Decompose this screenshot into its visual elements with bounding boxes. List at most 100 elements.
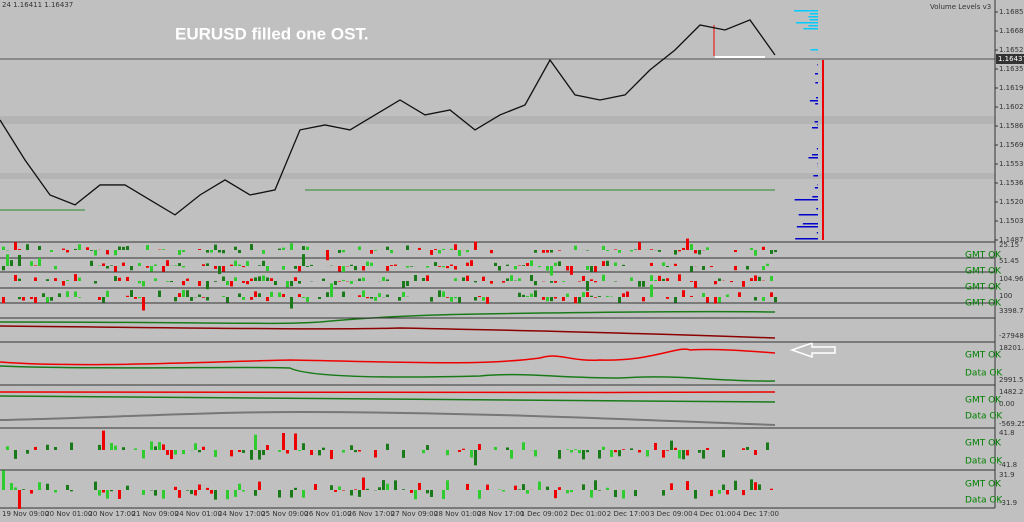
histogram-bar [650, 262, 653, 266]
histogram-bar [618, 250, 621, 253]
histogram-bar [386, 483, 389, 490]
histogram-bar [14, 450, 17, 459]
histogram-bar [506, 447, 509, 450]
histogram-bar [422, 450, 425, 454]
histogram-bar [614, 490, 617, 498]
histogram-bar [218, 266, 221, 275]
histogram-bar [750, 248, 753, 250]
histogram-bar [102, 490, 105, 493]
volume-level [798, 214, 818, 216]
histogram-bar [238, 450, 241, 452]
histogram-bar [586, 292, 589, 297]
histogram-bar [450, 264, 453, 266]
histogram-bar [622, 490, 625, 499]
indicator-line [0, 391, 776, 394]
histogram-bar [638, 281, 641, 287]
price-tick-label: 1.15035 [999, 217, 1024, 225]
histogram-bar [674, 447, 677, 450]
histogram-bar [354, 489, 357, 490]
histogram-bar [502, 281, 505, 283]
histogram-bar [114, 266, 117, 272]
histogram-bar [642, 281, 645, 287]
histogram-bar [222, 266, 225, 272]
time-label: 19 Nov 09:00 [2, 510, 49, 518]
histogram-bar [358, 246, 361, 250]
histogram-bar [194, 443, 197, 450]
histogram-bar [606, 295, 609, 297]
histogram-bar [106, 250, 109, 255]
histogram-bar [406, 245, 409, 250]
histogram-bar [442, 490, 445, 500]
histogram-bar [166, 260, 169, 266]
histogram-bar [622, 293, 625, 297]
histogram-bar [330, 485, 333, 490]
histogram-bar [522, 294, 525, 297]
annotation: EURUSD filled one OST. [175, 24, 369, 43]
indicator-line [0, 348, 776, 366]
histogram-bar [550, 281, 553, 283]
price-tick-label: 1.16190 [999, 84, 1024, 92]
histogram-bar [630, 448, 633, 450]
histogram-bar [754, 275, 757, 281]
time-label: 20 Nov 17:00 [88, 510, 135, 518]
histogram-bar [42, 293, 45, 297]
histogram-bar [354, 450, 357, 453]
histogram-bar [294, 433, 297, 450]
histogram-bar [310, 450, 313, 456]
histogram-bar [154, 446, 157, 450]
histogram-bar [670, 440, 673, 450]
histogram-bar [566, 266, 569, 271]
histogram-bar [50, 297, 53, 301]
histogram-bar [246, 261, 249, 266]
histogram-bar [682, 450, 685, 460]
histogram-bar [678, 274, 681, 281]
status: GMT OK [965, 480, 1002, 490]
histogram-bar [22, 489, 25, 490]
histogram-bar [138, 262, 141, 266]
histogram-bar [198, 450, 201, 453]
histogram-bar [306, 246, 309, 250]
histogram-bar [522, 442, 525, 450]
histogram-bar [54, 446, 57, 450]
histogram-bar [130, 266, 133, 271]
histogram-bar [742, 448, 745, 450]
histogram-bar [182, 281, 185, 286]
histogram-bar [386, 266, 389, 271]
histogram-bar [330, 283, 333, 297]
histogram-bar [342, 450, 345, 453]
histogram-bar [78, 297, 81, 298]
histogram-bar [466, 250, 469, 253]
histogram-bar [162, 266, 165, 272]
histogram-bar [250, 278, 253, 281]
histogram-bar [186, 290, 189, 297]
indicator-line [0, 365, 776, 382]
histogram-bar [174, 265, 177, 266]
histogram-bar [10, 260, 13, 266]
histogram-bar [414, 490, 417, 500]
histogram-bar [126, 276, 129, 281]
histogram-bar [38, 257, 41, 266]
histogram-bar [38, 245, 41, 250]
histogram-bar [750, 479, 753, 490]
histogram-bar [230, 450, 233, 457]
histogram-bar [514, 485, 517, 490]
histogram-bar [606, 487, 609, 490]
price-tick-label: 1.14870 [999, 236, 1024, 244]
histogram-bar [258, 450, 261, 460]
histogram-bar [382, 480, 385, 490]
histogram-bar [202, 446, 205, 450]
indicator-line [0, 325, 776, 339]
histogram-bar [714, 297, 717, 304]
histogram-bar [254, 291, 257, 297]
indicator-name: Volume Levels v3 [930, 3, 991, 11]
histogram-bar [70, 442, 73, 450]
histogram-bar [286, 450, 289, 454]
histogram-bar [746, 446, 749, 450]
histogram-bar [194, 490, 197, 496]
histogram-bar [710, 490, 713, 497]
histogram-bar [318, 297, 321, 300]
histogram-bar [558, 250, 561, 251]
volume-level [817, 124, 818, 126]
histogram-bar [550, 266, 553, 276]
histogram-bar [374, 297, 377, 301]
